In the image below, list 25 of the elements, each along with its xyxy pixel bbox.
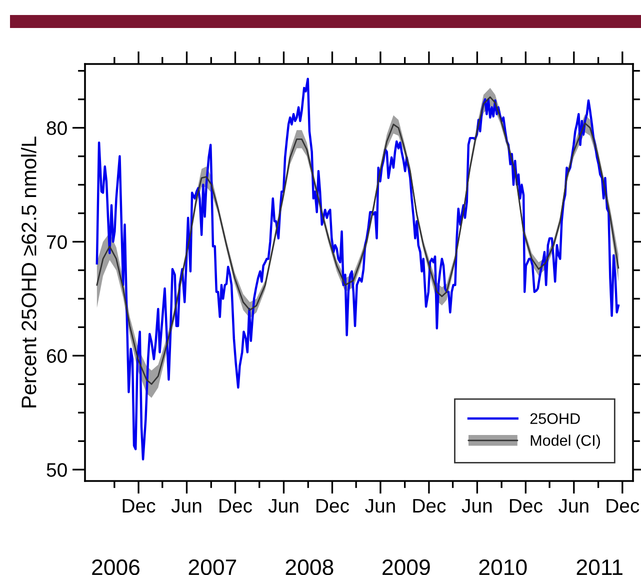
x-tick-label: Jun xyxy=(171,499,202,513)
x2-tick-label: 2010 xyxy=(479,559,527,575)
y-axis-title: Percent 25OHD ≥62.5 nmol/L xyxy=(21,136,36,408)
x-tick-label: Jun xyxy=(268,499,298,513)
x-tick-label: Dec xyxy=(220,499,252,513)
x2-tick-label: 2006 xyxy=(92,559,140,575)
x2-tick-label: 2008 xyxy=(286,559,334,575)
y-tick-label: 60 xyxy=(47,349,67,363)
x2-tick-label: 2009 xyxy=(382,559,430,575)
x-tick-label: Jun xyxy=(365,499,395,513)
x2-tick-label: 2007 xyxy=(188,559,236,575)
line-series xyxy=(96,96,620,385)
x-tick-label: Jun xyxy=(462,499,492,513)
x-tick-label: Dec xyxy=(122,499,156,513)
y-tick-label: 70 xyxy=(47,235,67,249)
x-tick-label: Dec xyxy=(413,499,446,513)
x2-tick-label: 2011 xyxy=(576,559,622,575)
y-tick-label: 80 xyxy=(46,121,67,136)
y-tick-label: 50 xyxy=(46,463,67,477)
x-tick-label: Dec xyxy=(316,499,350,513)
legend-label: 25OHD xyxy=(530,413,580,424)
x-tick-label: Jun xyxy=(558,499,588,513)
x-tick-label: Dec xyxy=(510,499,542,513)
x-tick-label: Dec xyxy=(606,499,640,513)
legend-label: Model (CI) xyxy=(530,434,600,449)
